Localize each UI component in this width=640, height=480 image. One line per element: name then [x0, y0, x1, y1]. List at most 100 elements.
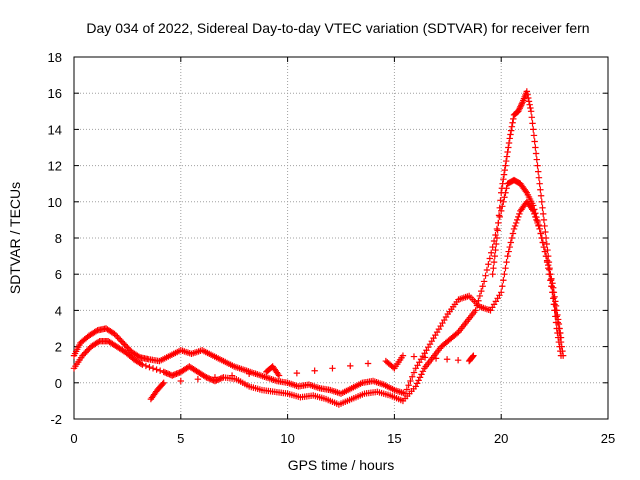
- data-point-peak-spike: [547, 277, 555, 284]
- data-point-minor-segments: [399, 352, 407, 359]
- data-point-trace-b: [416, 374, 424, 381]
- data-point-peak-spike: [527, 104, 534, 112]
- data-point-peak-spike: [557, 352, 565, 359]
- data-point-peak-spike: [505, 139, 513, 147]
- data-point-peak-spike: [528, 114, 536, 121]
- y-tick-label: 0: [55, 376, 62, 391]
- data-point-trace-b: [539, 239, 547, 246]
- data-point-minor-segments: [160, 379, 167, 386]
- y-tick-label: 8: [55, 231, 62, 246]
- data-point-trace-b: [496, 213, 503, 221]
- data-point-trace-b: [472, 307, 479, 314]
- data-point-minor-segments: [432, 355, 440, 362]
- y-tick-label: -2: [50, 412, 62, 427]
- axis-ticks: [73, 56, 609, 420]
- x-tick-label: 25: [601, 431, 615, 446]
- data-point-trace-b: [544, 261, 552, 269]
- data-point-peak-spike: [517, 103, 524, 110]
- data-point-minor-segments: [421, 354, 429, 361]
- data-point-trace-a: [403, 386, 411, 393]
- data-point-peak-spike: [527, 108, 535, 115]
- data-point-peak-spike: [535, 174, 543, 181]
- data-point-trace-a: [512, 219, 520, 227]
- data-point-trace-b: [170, 371, 177, 379]
- data-point-trace-a: [124, 344, 131, 351]
- data-point-trace-b: [153, 366, 160, 373]
- data-point-trace-b: [173, 370, 180, 377]
- data-point-trace-b: [139, 361, 146, 368]
- data-point-peak-spike: [537, 186, 544, 193]
- data-point-trace-b: [485, 261, 492, 268]
- data-point-peak-spike: [509, 119, 516, 126]
- grid: [74, 57, 608, 419]
- data-point-peak-spike: [500, 175, 507, 183]
- data-point-peak-spike: [537, 192, 545, 199]
- data-point-trace-b: [166, 371, 173, 378]
- data-point-peak-spike: [489, 271, 496, 278]
- data-point-trace-a: [112, 332, 120, 339]
- data-point-trace-b: [206, 375, 213, 382]
- data-point-trace-a: [405, 382, 412, 389]
- data-point-trace-b: [207, 375, 214, 383]
- data-point-minor-segments: [177, 377, 184, 385]
- data-point-trace-a: [119, 339, 127, 347]
- data-point-peak-spike: [535, 168, 542, 175]
- data-point-trace-b: [156, 367, 164, 374]
- data-point-trace-b: [217, 375, 224, 382]
- data-point-trace-b: [488, 249, 495, 256]
- y-tick-label: 10: [48, 195, 62, 210]
- data-point-peak-spike: [539, 204, 546, 212]
- data-point-peak-spike: [554, 334, 562, 341]
- x-tick-label: 0: [70, 431, 77, 446]
- data-point-trace-a: [500, 277, 507, 284]
- data-point-peak-spike: [530, 132, 538, 139]
- data-point-trace-b: [498, 207, 505, 215]
- data-point-peak-spike: [533, 156, 540, 163]
- data-point-trace-a: [499, 283, 506, 290]
- data-point-trace-a: [121, 341, 128, 348]
- data-point-trace-b: [479, 283, 486, 290]
- data-point-trace-a: [509, 230, 517, 237]
- data-point-trace-b: [418, 371, 425, 378]
- data-point-trace-a: [502, 264, 509, 272]
- data-point-trace-b: [549, 280, 556, 287]
- data-point-peak-spike: [500, 171, 508, 178]
- data-point-trace-a: [511, 222, 519, 230]
- y-tick-label: 12: [48, 159, 62, 174]
- data-point-trace-b: [492, 231, 499, 239]
- data-point-peak-spike: [547, 271, 554, 278]
- data-point-trace-b: [80, 350, 88, 358]
- data-point-trace-b: [82, 349, 89, 356]
- x-axis-label: GPS time / hours: [288, 457, 395, 473]
- data-point-trace-b: [146, 363, 153, 371]
- data-point-trace-a: [407, 377, 414, 385]
- data-point-peak-spike: [549, 295, 557, 302]
- data-point-trace-b: [555, 320, 563, 328]
- data-point-trace-b: [480, 278, 488, 285]
- data-point-trace-a: [514, 216, 521, 224]
- data-point-trace-b: [174, 369, 182, 377]
- data-point-peak-spike: [526, 101, 533, 108]
- data-point-trace-b: [419, 368, 427, 375]
- data-point-peak-spike: [541, 222, 548, 230]
- data-point-minor-segments: [293, 369, 301, 377]
- data-point-peak-spike: [525, 98, 533, 105]
- data-point-trace-b: [533, 213, 540, 221]
- data-point-minor-segments: [347, 362, 354, 370]
- y-tick-label: 2: [55, 340, 62, 355]
- data-point-peak-spike: [501, 166, 508, 174]
- data-point-trace-a: [409, 373, 416, 380]
- data-point-trace-b: [203, 374, 210, 381]
- data-point-peak-spike: [507, 131, 514, 138]
- data-point-peak-spike: [516, 105, 523, 112]
- data-point-trace-b: [500, 198, 507, 205]
- data-point-minor-segments: [389, 363, 397, 371]
- data-point-peak-spike: [525, 94, 532, 102]
- data-point-peak-spike: [493, 240, 500, 248]
- data-point-peak-spike: [542, 234, 550, 242]
- data-point-minor-segments: [228, 372, 236, 379]
- data-point-trace-b: [204, 374, 212, 382]
- data-point-peak-spike: [556, 343, 563, 350]
- data-point-trace-b: [489, 243, 496, 251]
- data-point-peak-spike: [532, 144, 539, 151]
